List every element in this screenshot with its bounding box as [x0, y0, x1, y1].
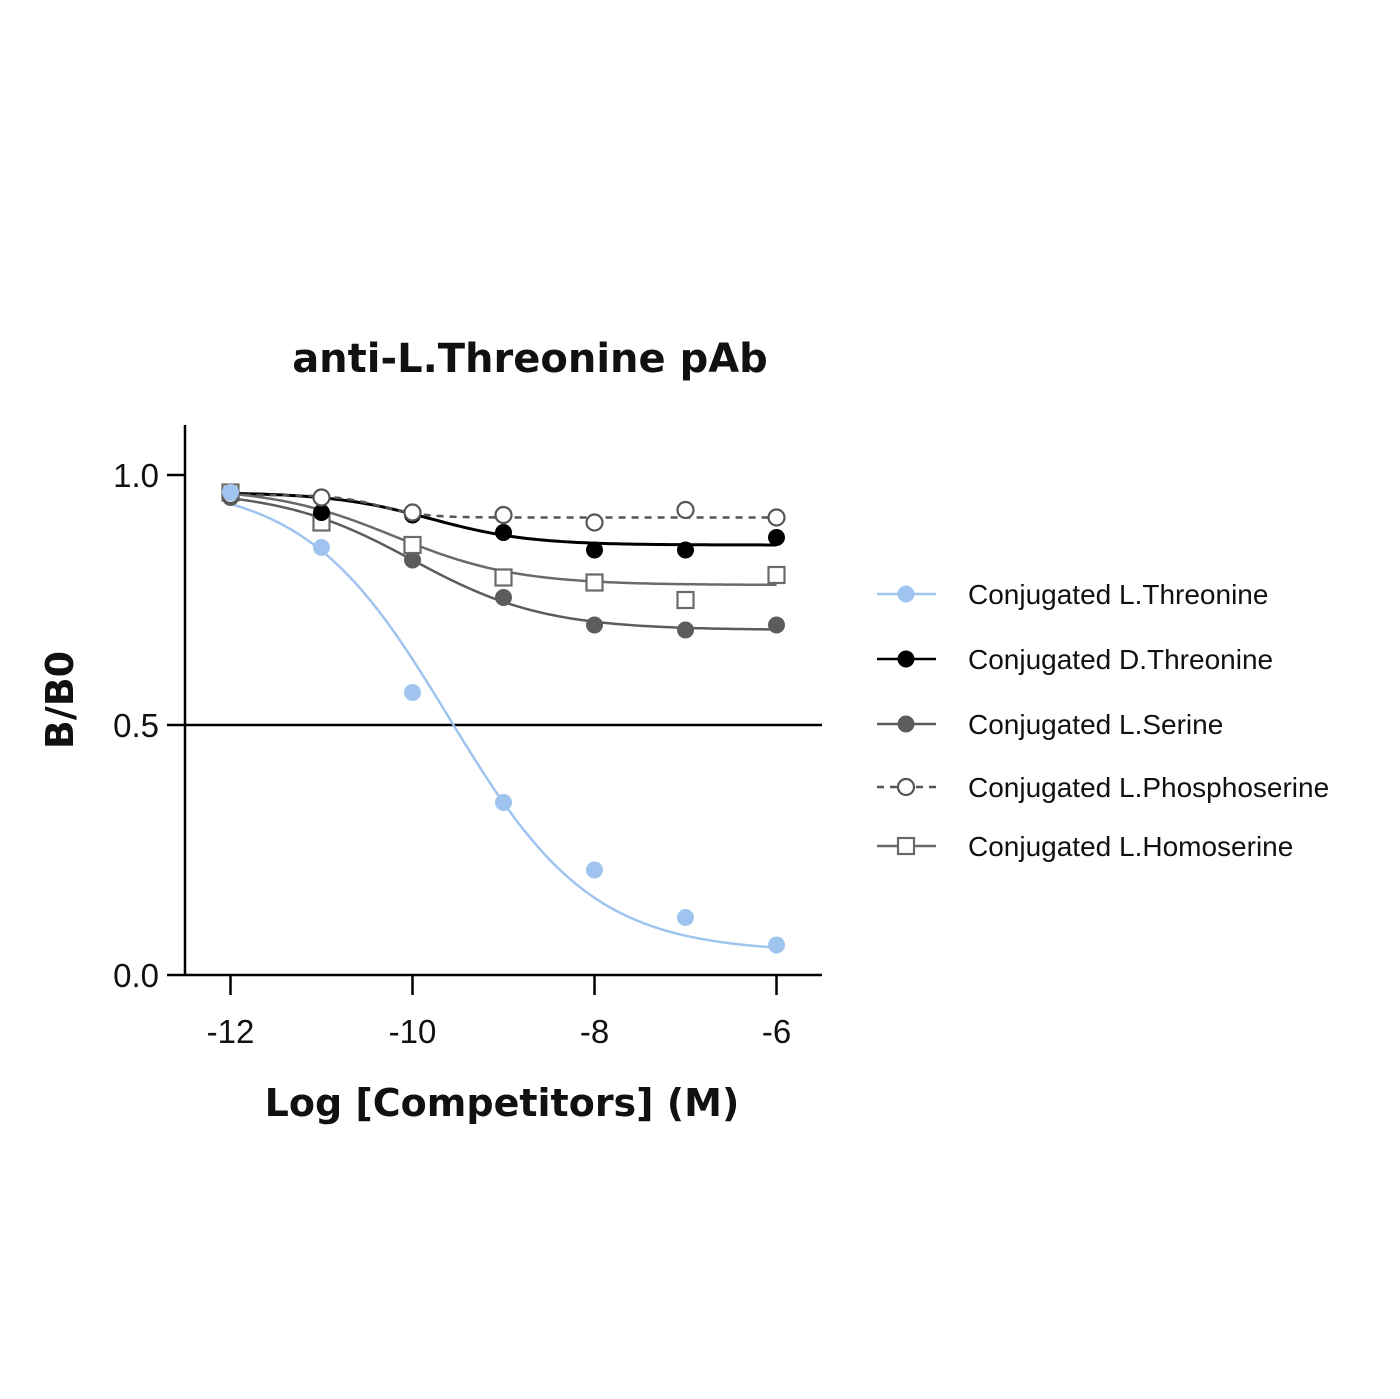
- data-point: [677, 621, 694, 639]
- legend-label: Conjugated L.Serine: [968, 709, 1223, 740]
- legend-label: Conjugated L.Homoserine: [968, 831, 1293, 862]
- legend: Conjugated L.Threonine Conjugated D.Threo…: [877, 579, 1329, 862]
- data-point: [313, 504, 330, 521]
- legend-item: Conjugated L.Serine: [877, 709, 1223, 740]
- x-tick-label: -8: [580, 1013, 609, 1050]
- data-point: [896, 777, 916, 797]
- y-tick-label: 0.0: [113, 957, 159, 994]
- data-point: [768, 616, 785, 634]
- legend-item: Conjugated D.Threonine: [877, 644, 1273, 675]
- data-point: [222, 484, 239, 501]
- data-point: [586, 861, 603, 879]
- data-point: [677, 541, 694, 559]
- data-point: [495, 794, 512, 811]
- data-point: [586, 541, 603, 559]
- data-point: [312, 488, 331, 507]
- legend-label: Conjugated L.Threonine: [968, 579, 1268, 610]
- data-point: [586, 616, 603, 634]
- x-axis-title: Log [Competitors] (M): [265, 1081, 740, 1125]
- data-point: [585, 573, 604, 592]
- fit-curves: [230, 491, 777, 949]
- data-point: [896, 836, 916, 856]
- data-point: [494, 505, 513, 525]
- data-point: [495, 589, 512, 606]
- data-point: [897, 585, 915, 603]
- y-tick-label: 0.5: [113, 707, 159, 744]
- legend-item: Conjugated L.Threonine: [877, 579, 1268, 610]
- data-point: [897, 715, 915, 733]
- x-tick-label: -6: [762, 1013, 791, 1050]
- data-points: [221, 483, 786, 954]
- data-point: [403, 503, 422, 522]
- y-tick-label: 1.0: [113, 457, 159, 494]
- legend-item: Conjugated L.Phosphoserine: [877, 772, 1329, 803]
- data-point: [767, 565, 786, 585]
- data-point: [313, 539, 330, 556]
- data-point: [585, 513, 604, 532]
- legend-label: Conjugated D.Threonine: [968, 644, 1273, 675]
- data-point: [404, 551, 421, 569]
- data-point: [495, 524, 512, 541]
- data-point: [494, 568, 513, 587]
- legend-label: Conjugated L.Phosphoserine: [968, 772, 1329, 803]
- legend-item: Conjugated L.Homoserine: [877, 831, 1293, 862]
- data-point: [676, 500, 695, 520]
- x-tick-label: -10: [389, 1013, 437, 1050]
- chart-title: anti-L.Threonine pAb: [292, 336, 768, 382]
- data-point: [677, 909, 694, 926]
- data-point: [897, 650, 915, 668]
- axes: 0.0 0.5 1.0 -12 -10 -8 -6: [113, 425, 822, 1050]
- data-point: [768, 936, 785, 954]
- data-point: [404, 684, 421, 701]
- data-point: [767, 508, 786, 527]
- data-point: [768, 529, 785, 546]
- data-point: [403, 535, 422, 555]
- data-point: [676, 590, 695, 610]
- x-tick-label: -12: [207, 1013, 255, 1050]
- y-axis-title: B/B0: [38, 651, 82, 749]
